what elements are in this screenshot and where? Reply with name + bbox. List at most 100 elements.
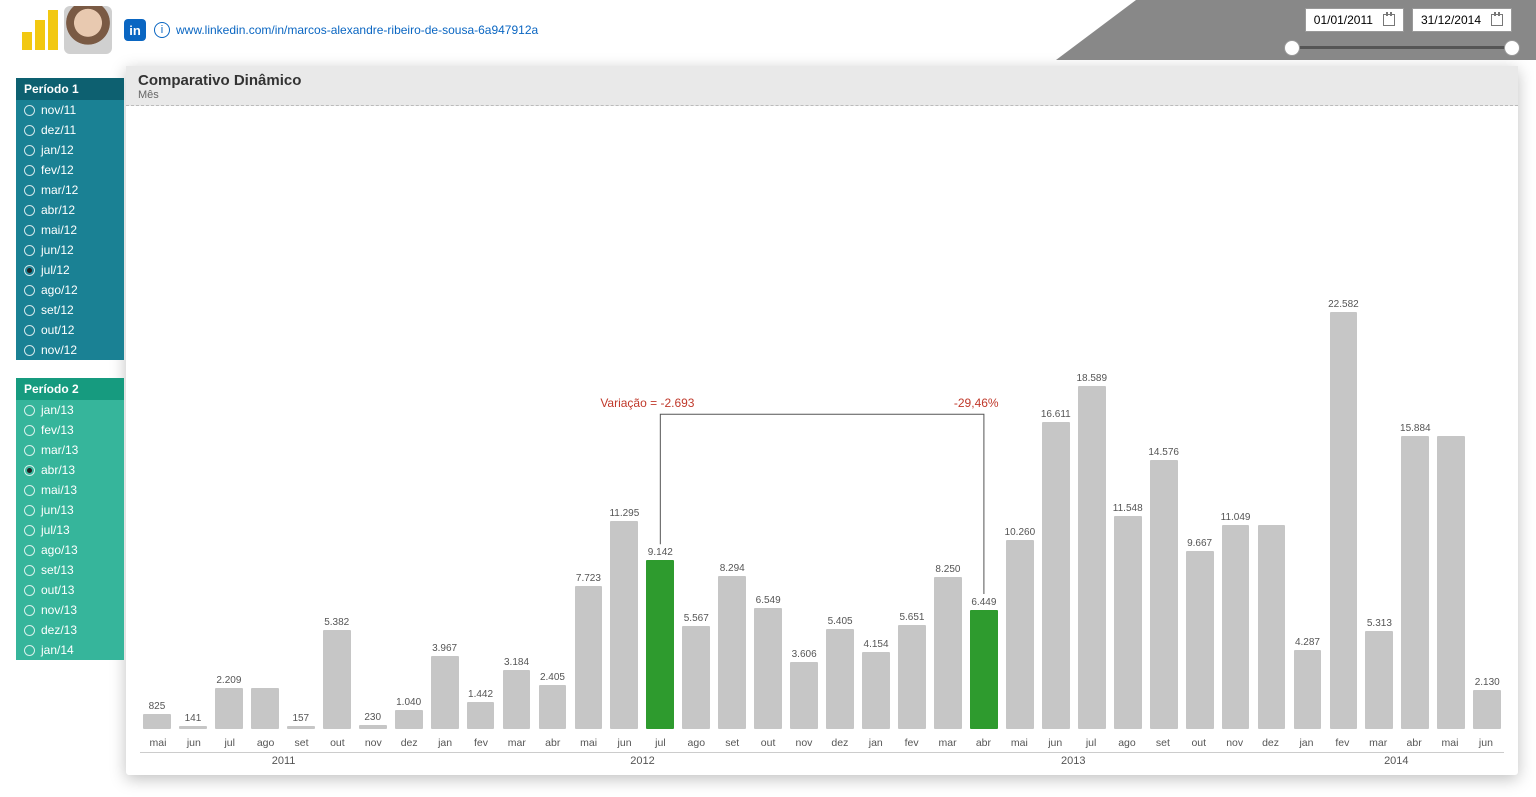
radio-icon bbox=[24, 585, 35, 596]
period-item[interactable]: jan/13 bbox=[16, 400, 124, 420]
powerbi-logo-icon bbox=[22, 10, 58, 50]
period-item[interactable]: ago/13 bbox=[16, 540, 124, 560]
period-item[interactable]: mai/12 bbox=[16, 220, 124, 240]
radio-icon bbox=[24, 225, 35, 236]
period-item[interactable]: abr/13 bbox=[16, 460, 124, 480]
date-start-value: 01/01/2011 bbox=[1314, 13, 1373, 27]
period-item[interactable]: nov/13 bbox=[16, 600, 124, 620]
period-item-label: dez/11 bbox=[41, 123, 76, 137]
period1-panel: Período 1 nov/11 dez/11 jan/12 fev/12 mar/12… bbox=[16, 78, 124, 360]
period-item[interactable]: out/12 bbox=[16, 320, 124, 340]
period-item-label: mai/13 bbox=[41, 483, 77, 497]
period2-panel: Período 2 jan/13 fev/13 mar/13 abr/13 mai/13… bbox=[16, 378, 124, 660]
variation-pct: -29,46% bbox=[954, 396, 999, 410]
radio-icon bbox=[24, 445, 35, 456]
radio-icon bbox=[24, 645, 35, 656]
period-item-label: set/13 bbox=[41, 563, 74, 577]
info-icon[interactable]: i bbox=[154, 22, 170, 38]
chart-subtitle: Mês bbox=[138, 89, 1506, 101]
chart-card: Comparativo Dinâmico Mês 8251412.2091575… bbox=[126, 66, 1518, 775]
period-item[interactable]: nov/12 bbox=[16, 340, 124, 360]
period2-title: Período 2 bbox=[16, 378, 124, 400]
radio-icon bbox=[24, 605, 35, 616]
period-item-label: jun/13 bbox=[41, 503, 74, 517]
radio-icon bbox=[24, 105, 35, 116]
period-item[interactable]: ago/12 bbox=[16, 280, 124, 300]
radio-icon bbox=[24, 465, 35, 476]
period1-list[interactable]: nov/11 dez/11 jan/12 fev/12 mar/12 abr/12 mai/… bbox=[16, 100, 124, 360]
period-item[interactable]: set/12 bbox=[16, 300, 124, 320]
radio-icon bbox=[24, 165, 35, 176]
chart-area: 8251412.2091575.3822301.0403.9671.4423.1… bbox=[126, 106, 1518, 775]
date-end-value: 31/12/2014 bbox=[1421, 13, 1481, 27]
date-range-pickers: 01/01/2011 31/12/2014 bbox=[1305, 8, 1512, 32]
period-item[interactable]: out/13 bbox=[16, 580, 124, 600]
radio-icon bbox=[24, 345, 35, 356]
period-item[interactable]: jan/12 bbox=[16, 140, 124, 160]
radio-icon bbox=[24, 125, 35, 136]
period-item[interactable]: mai/13 bbox=[16, 480, 124, 500]
radio-icon bbox=[24, 265, 35, 276]
period-item[interactable]: nov/11 bbox=[16, 100, 124, 120]
radio-icon bbox=[24, 525, 35, 536]
period-item[interactable]: dez/13 bbox=[16, 620, 124, 640]
period-item-label: out/12 bbox=[41, 323, 74, 337]
calendar-icon bbox=[1491, 14, 1503, 26]
slider-knob-start[interactable] bbox=[1284, 40, 1300, 56]
period-item[interactable]: abr/12 bbox=[16, 200, 124, 220]
period-item[interactable]: jan/14 bbox=[16, 640, 124, 660]
radio-icon bbox=[24, 305, 35, 316]
period-item-label: jan/14 bbox=[41, 643, 74, 657]
period-item[interactable]: jun/12 bbox=[16, 240, 124, 260]
period-item[interactable]: fev/12 bbox=[16, 160, 124, 180]
period-item[interactable]: jul/13 bbox=[16, 520, 124, 540]
period-item-label: jan/13 bbox=[41, 403, 74, 417]
date-end-input[interactable]: 31/12/2014 bbox=[1412, 8, 1512, 32]
radio-icon bbox=[24, 405, 35, 416]
chart-header: Comparativo Dinâmico Mês bbox=[126, 66, 1518, 106]
radio-icon bbox=[24, 205, 35, 216]
radio-icon bbox=[24, 545, 35, 556]
chart-title: Comparativo Dinâmico bbox=[138, 72, 1506, 89]
period-item-label: mar/13 bbox=[41, 443, 78, 457]
period-panels: Período 1 nov/11 dez/11 jan/12 fev/12 mar/12… bbox=[16, 78, 124, 678]
radio-icon bbox=[24, 565, 35, 576]
date-start-input[interactable]: 01/01/2011 bbox=[1305, 8, 1404, 32]
radio-icon bbox=[24, 505, 35, 516]
linkedin-link[interactable]: www.linkedin.com/in/marcos-alexandre-rib… bbox=[176, 23, 538, 37]
period-item[interactable]: mar/13 bbox=[16, 440, 124, 460]
radio-icon bbox=[24, 245, 35, 256]
period-item-label: mai/12 bbox=[41, 223, 77, 237]
period-item-label: fev/13 bbox=[41, 423, 74, 437]
period-item[interactable]: jun/13 bbox=[16, 500, 124, 520]
slider-knob-end[interactable] bbox=[1504, 40, 1520, 56]
date-range-slider[interactable] bbox=[1292, 40, 1512, 56]
radio-icon bbox=[24, 485, 35, 496]
period-item[interactable]: jul/12 bbox=[16, 260, 124, 280]
variation-label: Variação = -2.693 bbox=[600, 396, 694, 410]
period-item[interactable]: dez/11 bbox=[16, 120, 124, 140]
period-item-label: jan/12 bbox=[41, 143, 74, 157]
radio-icon bbox=[24, 145, 35, 156]
period-item-label: nov/12 bbox=[41, 343, 77, 357]
period-item-label: jul/13 bbox=[41, 523, 70, 537]
period-item-label: jun/12 bbox=[41, 243, 74, 257]
linkedin-icon[interactable]: in bbox=[124, 19, 146, 41]
radio-icon bbox=[24, 185, 35, 196]
period-item[interactable]: fev/13 bbox=[16, 420, 124, 440]
period-item-label: ago/12 bbox=[41, 283, 78, 297]
radio-icon bbox=[24, 325, 35, 336]
period-item-label: out/13 bbox=[41, 583, 74, 597]
period-item-label: mar/12 bbox=[41, 183, 78, 197]
period-item-label: nov/13 bbox=[41, 603, 77, 617]
period1-title: Período 1 bbox=[16, 78, 124, 100]
period-item[interactable]: set/13 bbox=[16, 560, 124, 580]
period2-list[interactable]: jan/13 fev/13 mar/13 abr/13 mai/13 jun/13 jul/… bbox=[16, 400, 124, 660]
avatar bbox=[64, 6, 112, 54]
period-item-label: abr/12 bbox=[41, 203, 75, 217]
period-item-label: jul/12 bbox=[41, 263, 70, 277]
period-item-label: abr/13 bbox=[41, 463, 75, 477]
period-item-label: nov/11 bbox=[41, 103, 76, 117]
period-item[interactable]: mar/12 bbox=[16, 180, 124, 200]
radio-icon bbox=[24, 625, 35, 636]
